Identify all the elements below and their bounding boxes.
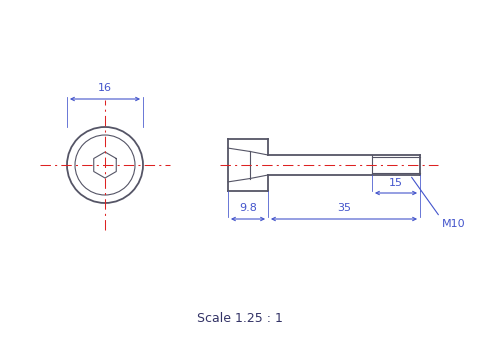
Text: 35: 35 [337, 203, 351, 213]
Text: 16: 16 [98, 83, 112, 93]
Text: M10: M10 [442, 219, 466, 229]
Text: 9.8: 9.8 [239, 203, 257, 213]
Text: Scale 1.25 : 1: Scale 1.25 : 1 [197, 312, 283, 324]
Text: 15: 15 [389, 178, 403, 188]
